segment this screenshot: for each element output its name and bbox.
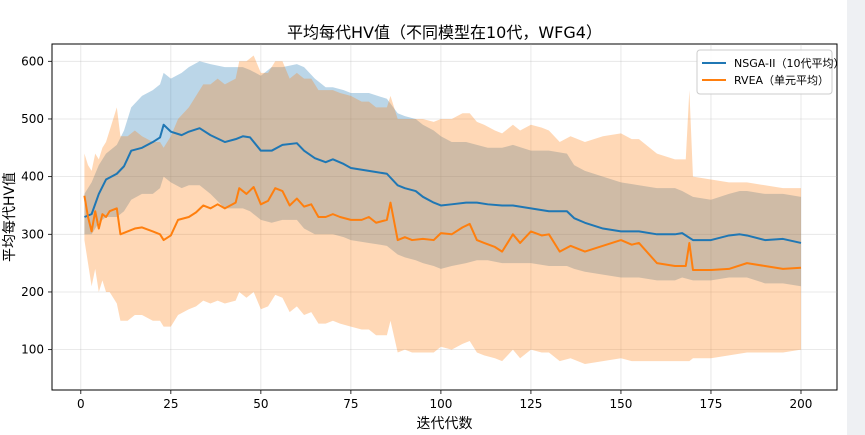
rvea-mean-line — [83, 186, 802, 272]
window-scrollbar[interactable] — [847, 0, 865, 435]
x-tick-label: 50 — [253, 397, 268, 411]
legend-label-rvea: RVEA（单元平均） — [734, 74, 829, 87]
legend-label-nsga: NSGA-II（10代平均） — [734, 57, 844, 70]
y-tick-label: 400 — [21, 170, 44, 184]
y-tick-label: 100 — [21, 343, 44, 357]
plot-area — [51, 43, 838, 391]
x-tick-label: 150 — [609, 397, 632, 411]
x-tick-label: 100 — [429, 397, 452, 411]
y-tick-label: 200 — [21, 285, 44, 299]
nsga-ii-std-band — [84, 61, 801, 287]
legend: NSGA-II（10代平均） RVEA（单元平均） — [696, 49, 844, 95]
y-axis-title: 平均每代HV值 — [2, 172, 18, 262]
x-tick-label: 200 — [790, 397, 813, 411]
x-tick-label: 175 — [700, 397, 723, 411]
chart-title: 平均每代HV值（不同模型在10代，WFG4） — [287, 23, 602, 42]
x-tick-label: 25 — [163, 397, 178, 411]
x-tick-label: 125 — [519, 397, 542, 411]
x-tick-label: 0 — [77, 397, 85, 411]
rvea-std-band — [84, 55, 801, 365]
legend-box — [696, 49, 833, 95]
x-tick-label: 75 — [343, 397, 358, 411]
x-axis-title: 迭代代数 — [417, 416, 473, 432]
y-tick-label: 500 — [21, 112, 44, 126]
y-tick-label: 600 — [21, 54, 44, 68]
nsga-ii-mean-line — [84, 123, 802, 244]
y-tick-label: 300 — [21, 227, 44, 241]
